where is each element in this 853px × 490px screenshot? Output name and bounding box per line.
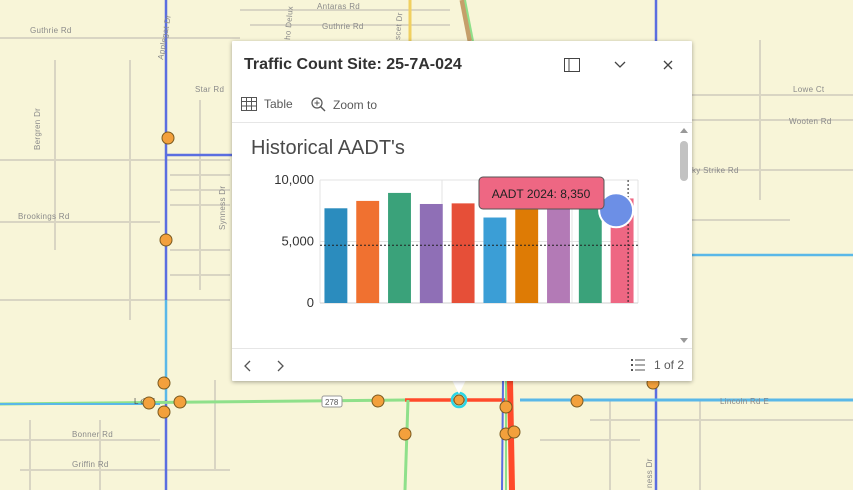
chart-bar[interactable] [547,204,570,303]
popup-title: Traffic Count Site: 25-7A-024 [244,56,462,73]
dock-button[interactable] [558,53,586,77]
y-tick-label: 5,000 [281,234,314,249]
road-label-griffin: Griffin Rd [72,460,109,469]
table-icon [241,97,257,111]
road-label-star: Star Rd [195,85,224,94]
traffic-marker [507,425,521,439]
road-label-bonner: Bonner Rd [72,430,113,439]
chart-title: Historical AADT's [251,137,405,159]
popup-actions: Table Zoom to [232,89,692,123]
road-label-wooten: Wooten Rd [789,117,832,126]
road-label-brookings: Brookings Rd [18,212,70,221]
close-icon [663,60,673,70]
chevron-down-icon [614,61,626,68]
road-label-guthrie-top: Guthrie Rd [322,22,364,31]
traffic-count-markers[interactable] [142,131,660,441]
chevron-right-icon [277,360,284,372]
collapse-button[interactable] [606,53,634,77]
previous-button[interactable] [238,357,258,375]
road-label-lowe: Lowe Ct [793,85,825,94]
traffic-marker [157,376,171,390]
y-tick-label: 10,000 [274,173,314,187]
zoom-to-action-label: Zoom to [333,97,378,112]
dock-icon [564,58,580,72]
road-label-guthrie-left: Guthrie Rd [30,26,72,35]
next-button[interactable] [270,357,290,375]
road-label-synness: Synness Dr [218,186,227,230]
traffic-marker [499,400,513,414]
traffic-marker [142,396,156,410]
chevron-left-icon [244,360,251,372]
traffic-marker [161,131,175,145]
road-label-ascet: scet Dr [393,12,404,40]
chart-tooltip-text: AADT 2024: 8,350 [492,187,591,201]
road-label-bergren: Bergren Dr [33,108,42,150]
traffic-marker [570,394,584,408]
popup-scrollbar[interactable] [678,125,690,346]
scroll-thumb [680,141,688,181]
chart-bar[interactable] [515,209,539,303]
chart-bar[interactable] [483,217,507,303]
hwy-shield-label: 278 [325,398,339,407]
feature-list-icon [630,359,645,371]
pager[interactable]: 1 of 2 [630,357,684,373]
zoom-to-action[interactable]: Zoom to [311,97,377,112]
chart-bar[interactable] [419,203,443,303]
popup-pointer [452,380,466,394]
chart-bar[interactable] [356,200,380,303]
road-label-ky-strike: ky Strike Rd [692,166,739,175]
popup-header: Traffic Count Site: 25-7A-024 [232,41,692,89]
road-label-lincoln-right: Lincoln Rd E [720,397,769,406]
y-tick-label: 0 [307,295,314,310]
chart-bar[interactable] [388,192,411,303]
table-action-label: Table [264,97,293,111]
selected-marker [453,394,465,406]
zoom-in-icon [311,97,326,112]
traffic-marker [371,394,385,408]
chart-bar[interactable] [578,199,602,303]
aadt-bar-chart: 0 5,000 10,000 AADT 2024: 8,350 [274,173,639,310]
popup-footer: 1 of 2 [232,348,692,381]
pager-text: 1 of 2 [653,358,684,372]
feature-popup: Traffic Count Site: 25-7A-024 Table Zoom… [232,41,692,381]
scroll-down-icon [680,338,688,343]
traffic-marker [173,395,187,409]
traffic-marker [157,405,171,419]
scroll-up-icon [680,128,688,133]
traffic-marker [398,427,412,441]
chart-bar[interactable] [324,208,348,303]
road-label-deluxe: ho Delux [283,6,295,41]
road-label-antaras: Antaras Rd [317,2,360,11]
traffic-marker [159,233,173,247]
chart-bar[interactable] [451,203,475,303]
popup-content: Historical AADT's 0 5,000 10,000 AADT 2024:… [232,123,692,348]
close-button[interactable] [654,53,682,77]
road-label-ness: ness Dr [645,458,654,488]
table-action[interactable]: Table [241,97,293,111]
hover-highlight [598,192,635,229]
chart-tooltip [478,176,605,210]
